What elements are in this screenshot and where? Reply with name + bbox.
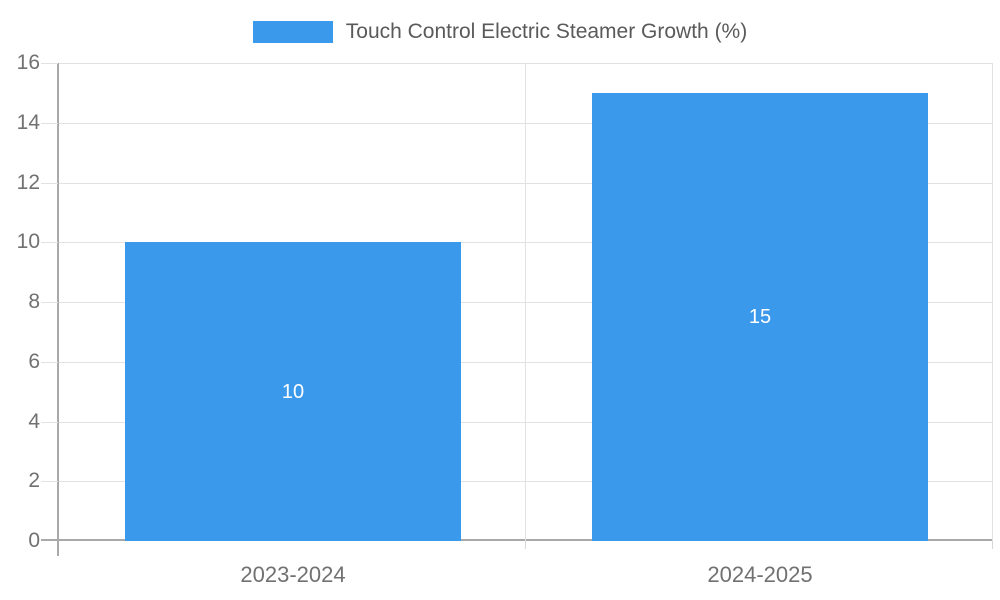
legend: Touch Control Electric Steamer Growth (%…	[0, 19, 1000, 45]
bar-value-label-2023-2024: 10	[281, 381, 305, 403]
y-tick-label-8: 8	[28, 290, 40, 313]
x-tick-mark-0	[525, 541, 526, 549]
y-tick-mark-8	[41, 302, 58, 303]
y-tick-label-4: 4	[28, 409, 40, 433]
y-tick-mark-12	[41, 182, 58, 184]
gridline-y-10	[59, 242, 993, 244]
y-tick-mark-14	[41, 122, 58, 124]
x-tick-mark-1	[992, 541, 993, 549]
y-tick-label-0: 0	[28, 529, 40, 552]
gridline-y-4	[59, 421, 993, 423]
gridline-y-6	[59, 361, 993, 363]
bar-value-label-2024-2025: 15	[748, 306, 772, 328]
bar-2023-2024[interactable]	[125, 242, 461, 541]
y-tick-label-10: 10	[16, 230, 40, 254]
y-tick-label-14: 14	[16, 110, 40, 134]
legend-label[interactable]: Touch Control Electric Steamer Growth (%…	[345, 20, 748, 43]
y-tick-mark-4	[41, 421, 58, 423]
legend-swatch[interactable]	[252, 21, 333, 43]
plot-area: 10 15	[59, 63, 993, 541]
y-tick-label-12: 12	[16, 170, 40, 194]
gridline-y-2	[59, 481, 993, 483]
y-tick-label-6: 6	[28, 349, 40, 373]
x-axis-line	[41, 539, 993, 541]
x-tick-label-2023-2024: 2023-2024	[240, 562, 346, 587]
y-tick-label-16: 16	[16, 51, 40, 74]
gridline-y-12	[59, 182, 993, 184]
y-tick-label-2: 2	[28, 469, 40, 493]
y-tick-mark-6	[41, 361, 58, 363]
gridline-y-8	[59, 302, 993, 303]
x-tick-label-2024-2025: 2024-2025	[707, 562, 813, 587]
gridline-y-14	[59, 122, 993, 124]
gridline-x-boundary-0	[525, 63, 526, 541]
y-tick-mark-2	[41, 481, 58, 483]
gridline-y-16	[59, 63, 993, 64]
y-axis-line	[57, 63, 59, 556]
bar-2024-2025[interactable]	[592, 93, 928, 541]
y-tick-mark-10	[41, 242, 58, 244]
gridline-x-boundary-1	[992, 63, 993, 541]
y-tick-mark-16	[41, 63, 58, 64]
